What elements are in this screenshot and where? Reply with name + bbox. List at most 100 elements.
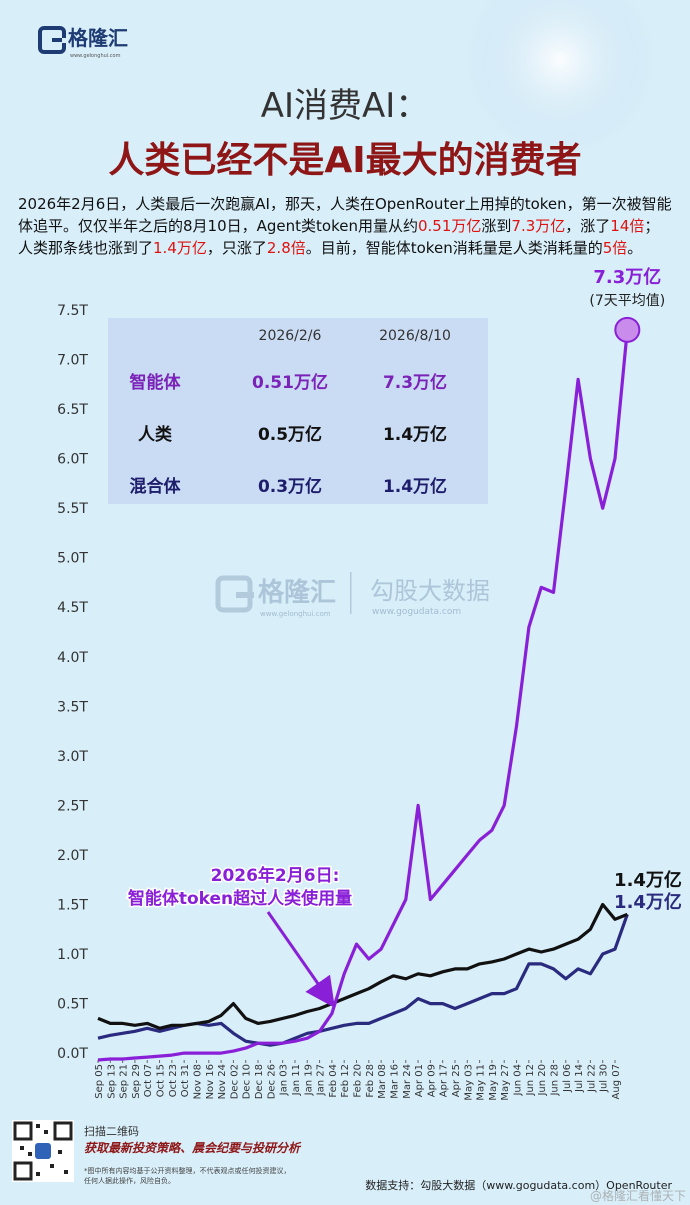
x-tick-label: Oct 15 <box>156 1064 167 1097</box>
intro-text: 。 <box>627 239 643 257</box>
end-marker <box>614 316 641 343</box>
x-tick-label: Apr 01 <box>414 1064 425 1097</box>
table-cell: 1.4万亿 <box>383 424 447 445</box>
x-tick-label: Jun 04 <box>513 1064 524 1097</box>
series-line <box>97 902 628 1030</box>
y-tick-label: 5.5T <box>57 501 88 517</box>
x-tick-label: Jun 20 <box>537 1064 548 1097</box>
callout: 智能体token超过人类使用量 <box>128 888 352 909</box>
y-tick-label: 3.5T <box>57 699 88 715</box>
intro-text: 2026年2月6日，人类最后一次跑赢AI，那天，人类在OpenRouter上用掉… <box>18 195 672 235</box>
x-tick-label: May 27 <box>500 1064 511 1101</box>
x-tick-label: Jul 14 <box>574 1064 585 1093</box>
x-tick-label: Oct 07 <box>143 1064 154 1097</box>
watermark-brand: 格隆汇 <box>258 577 336 608</box>
x-tick-label: Sep 05 <box>94 1064 105 1099</box>
callout: 2026年2月6日: <box>211 865 340 886</box>
x-tick-label: Dec 02 <box>229 1064 240 1099</box>
y-tick-label: 6.5T <box>57 402 88 418</box>
watermark-partner: 勾股大数据 <box>370 577 490 605</box>
x-tick-label: Oct 23 <box>168 1064 179 1097</box>
y-tick-label: 5.0T <box>57 551 88 567</box>
x-tick-label: Apr 17 <box>439 1064 450 1097</box>
intro-text: ，只涨了 <box>206 239 267 257</box>
x-tick-label: Jan 19 <box>303 1064 314 1096</box>
x-tick-label: Aug 07 <box>611 1064 622 1099</box>
value-label: 1.4万亿 <box>614 891 682 913</box>
x-tick-label: Jan 11 <box>291 1064 302 1096</box>
y-tick-label: 3.0T <box>57 749 88 765</box>
table-cell: 0.5万亿 <box>258 424 322 445</box>
value-label: 7.3万亿 <box>593 266 661 288</box>
intro-paragraph: 2026年2月6日，人类最后一次跑赢AI，那天，人类在OpenRouter上用掉… <box>18 193 674 259</box>
y-tick-label: 2.0T <box>57 848 88 864</box>
scan-text: 扫描二维码 <box>84 1124 139 1138</box>
x-tick-label: Jul 22 <box>586 1064 597 1093</box>
table-row-label: 智能体 <box>130 372 182 393</box>
table-cell: 0.3万亿 <box>258 476 322 497</box>
watermark-partner-url: www.gogudata.com <box>372 607 461 617</box>
y-tick-label: 4.5T <box>57 600 88 616</box>
x-tick-label: Sep 29 <box>131 1064 142 1099</box>
table-cell: 7.3万亿 <box>383 372 447 393</box>
intro-text: 。目前，智能体token消耗量是人类消耗量的 <box>305 239 603 257</box>
x-tick-label: Jul 06 <box>562 1064 573 1093</box>
x-tick-label: Oct 31 <box>180 1064 191 1097</box>
x-tick-label: Dec 10 <box>242 1064 253 1099</box>
intro-text: 涨到 <box>481 217 512 235</box>
series-line <box>97 329 629 1062</box>
table-panel <box>108 318 488 504</box>
weibo-watermark: @格隆汇看懂天下 <box>590 1188 686 1203</box>
y-tick-label: 4.0T <box>57 650 88 666</box>
y-tick-label: 1.5T <box>57 897 88 913</box>
x-tick-label: Feb 20 <box>353 1064 364 1098</box>
note: (7天平均值) <box>589 293 665 309</box>
x-tick-label: Jul 30 <box>599 1064 610 1093</box>
x-tick-label: Apr 09 <box>426 1064 437 1097</box>
x-tick-label: Jun 28 <box>549 1064 560 1097</box>
x-tick-label: May 19 <box>488 1064 499 1101</box>
intro-text: ，涨了 <box>565 217 611 235</box>
y-tick-label: 0.5T <box>57 997 88 1013</box>
x-tick-label: Mar 16 <box>389 1064 400 1099</box>
intro-text: ；人类那条线也涨到了 <box>18 217 660 257</box>
y-tick-label: 7.0T <box>57 353 88 369</box>
y-tick-label: 0.0T <box>57 1046 88 1062</box>
value-label: 1.4万亿 <box>614 869 682 891</box>
x-tick-label: Jun 12 <box>525 1064 536 1097</box>
subtitle: 人类已经不是AI最大的消费者 <box>108 140 581 181</box>
x-tick-label: Feb 04 <box>328 1064 339 1098</box>
title: AI消费AI： <box>261 86 430 126</box>
table-header: 2026/8/10 <box>379 328 451 344</box>
x-tick-label: Mar 24 <box>402 1064 413 1099</box>
brand: 格隆汇 <box>68 26 128 50</box>
table-cell: 1.4万亿 <box>383 476 447 497</box>
globe-decoration <box>465 0 655 155</box>
brand-url: www.gelonghui.com <box>70 53 121 59</box>
highlight-text: 2.8倍 <box>266 239 306 257</box>
callout-arrow <box>266 911 335 1008</box>
x-tick-label: May 11 <box>476 1064 487 1101</box>
x-tick-label: Sep 21 <box>119 1064 130 1099</box>
disclaimer: 任何人据此操作，风险自负。 <box>84 1176 175 1185</box>
y-tick-label: 6.0T <box>57 452 88 468</box>
logo <box>38 26 66 54</box>
table-header: 2026/2/6 <box>259 328 322 344</box>
highlight-text: 5倍 <box>602 239 628 257</box>
source: 数据支持：勾股大数据（www.gogudata.com）OpenRouter <box>365 1178 672 1192</box>
x-tick-label: Jan 03 <box>279 1064 290 1096</box>
qr-code <box>12 1120 74 1182</box>
y-tick-label: 7.5T <box>57 303 88 319</box>
x-tick-label: Apr 25 <box>451 1064 462 1097</box>
y-tick-label: 1.0T <box>57 947 88 963</box>
disclaimer: *图中所有内容均基于公开资料整理，不代表观点或任何投资建议， <box>84 1166 291 1175</box>
promo-text: 获取最新投资策略、晨会纪要与投研分析 <box>84 1141 302 1155</box>
x-tick-label: May 03 <box>463 1064 474 1101</box>
watermark <box>215 572 352 614</box>
highlight-text: 7.3万亿 <box>511 217 566 235</box>
x-tick-label: Feb 12 <box>340 1064 351 1098</box>
table-cell: 0.51万亿 <box>252 372 328 393</box>
x-tick-label: Feb 28 <box>365 1064 376 1098</box>
